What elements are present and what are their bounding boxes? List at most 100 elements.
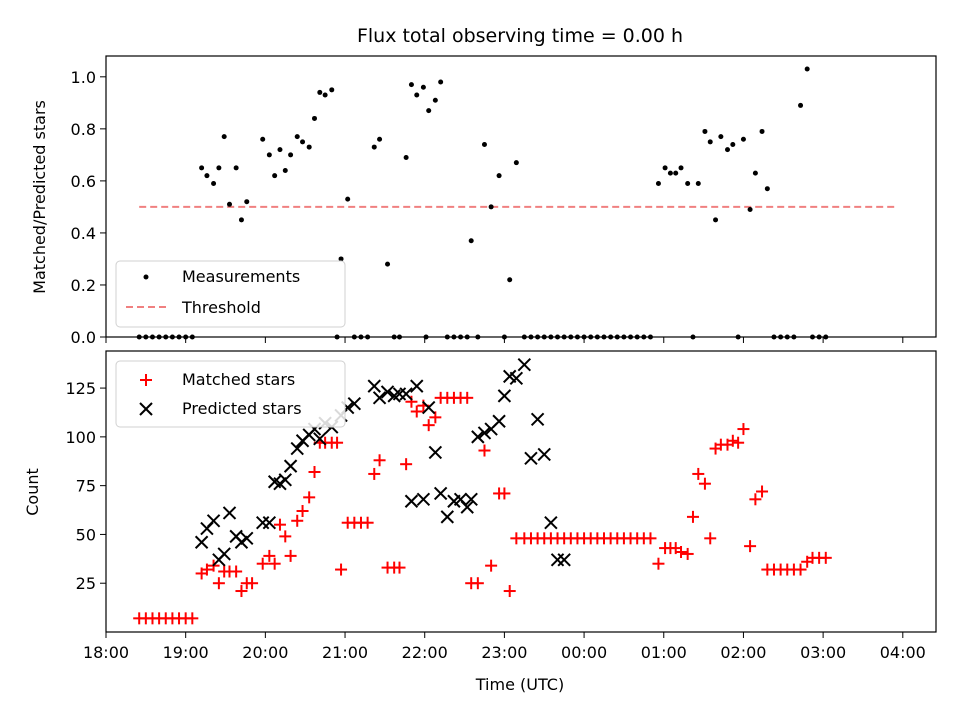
- measurement-point: [541, 334, 547, 340]
- measurement-point: [555, 334, 561, 340]
- x-tick-label: 00:00: [561, 643, 607, 662]
- predicted-star-point: [222, 506, 237, 520]
- legend-predicted-marker: [139, 402, 153, 416]
- predicted-star-point: [290, 441, 304, 456]
- matched-star-point: [335, 563, 348, 576]
- predicted-star-point: [530, 412, 545, 427]
- matched-star-point: [756, 485, 769, 498]
- matched-star-point: [471, 577, 484, 590]
- predicted-star-point: [255, 516, 270, 530]
- predicted-star-point: [206, 514, 221, 528]
- matched-star-point: [737, 423, 750, 436]
- measurement-point: [189, 334, 195, 340]
- predicted-star-point: [497, 389, 512, 403]
- matched-star-point: [230, 565, 243, 578]
- measurement-point: [458, 334, 464, 340]
- predicted-star-point: [240, 531, 254, 546]
- x-tick-label: 03:00: [800, 643, 846, 662]
- predicted-star-point: [460, 500, 474, 514]
- measurement-point: [260, 136, 266, 142]
- measurement-point: [823, 334, 829, 340]
- measurement-point: [266, 152, 272, 158]
- predicted-star-point: [194, 535, 209, 549]
- measurement-point: [740, 136, 746, 142]
- measurement-point: [678, 165, 684, 171]
- matched-star-point: [400, 458, 413, 471]
- predicted-star-point: [217, 547, 231, 561]
- measurement-point: [784, 334, 790, 340]
- measurement-point: [385, 261, 391, 267]
- predicted-star-point: [440, 510, 455, 524]
- matched-star-point: [692, 467, 705, 480]
- measurement-point: [771, 334, 777, 340]
- matched-star-point: [498, 487, 511, 500]
- bottom-y-ticks: 25 50 75 100 125: [65, 379, 106, 593]
- predicted-star-point: [367, 379, 381, 393]
- y-tick-label: 100: [65, 428, 96, 447]
- measurement-point: [521, 334, 527, 340]
- measurement-point: [588, 334, 594, 340]
- measurement-point: [718, 134, 724, 140]
- measurement-point: [238, 217, 244, 223]
- measurement-point: [468, 238, 474, 244]
- matched-star-point: [186, 612, 199, 625]
- predicted-star-point: [416, 492, 431, 507]
- measurement-point: [277, 147, 283, 153]
- matched-star-point: [732, 436, 745, 449]
- measurement-point: [501, 334, 507, 340]
- x-tick-label: 19:00: [163, 643, 209, 662]
- measurement-point: [365, 334, 371, 340]
- measurement-point: [747, 207, 753, 213]
- matched-star-point: [200, 563, 213, 576]
- x-tick-label: 01:00: [641, 643, 687, 662]
- predicted-star-point: [283, 459, 298, 473]
- measurement-point: [432, 97, 438, 103]
- measurement-point: [204, 173, 210, 179]
- measurement-point: [548, 334, 554, 340]
- measurement-point: [227, 201, 233, 207]
- top-panel: 0.0 0.2 0.4 0.6 0.8 1.0 Matched/Predicted sta…: [30, 55, 937, 347]
- measurement-point: [481, 141, 487, 147]
- bottom-x-axis-label: Time (UTC): [475, 675, 564, 694]
- predicted-star-point: [557, 553, 571, 567]
- top-y-axis-label: Matched/Predicted stars: [30, 100, 49, 294]
- y-tick-label: 0.0: [71, 328, 96, 347]
- matched-star-point: [368, 467, 381, 480]
- measurement-point: [221, 134, 227, 140]
- y-tick-label: 75: [76, 477, 96, 496]
- predicted-star-point: [372, 391, 387, 405]
- matched-star-point: [681, 547, 694, 560]
- measurement-point: [707, 139, 713, 145]
- measurement-point: [528, 334, 534, 340]
- predicted-star-point: [550, 553, 565, 567]
- predicted-stars-series: [194, 357, 571, 567]
- predicted-star-point: [537, 447, 551, 462]
- x-tick-label: 22:00: [402, 643, 448, 662]
- measurement-point: [628, 334, 634, 340]
- top-y-ticks: 0.0 0.2 0.4 0.6 0.8 1.0: [71, 68, 106, 347]
- y-tick-label: 0.6: [71, 172, 96, 191]
- matched-star-point: [405, 395, 418, 408]
- x-tick-label: 02:00: [720, 643, 766, 662]
- measurement-point: [294, 134, 300, 140]
- measurement-point: [396, 334, 402, 340]
- top-legend: Measurements Threshold: [115, 260, 346, 328]
- predicted-star-point: [313, 432, 327, 446]
- matched-star-point: [331, 436, 344, 449]
- measurement-point: [647, 334, 653, 340]
- measurement-point: [673, 170, 679, 176]
- measurement-point: [451, 334, 457, 340]
- measurement-point: [764, 186, 770, 192]
- matched-star-point: [686, 510, 699, 523]
- measurement-point: [300, 139, 306, 145]
- predicted-star-point: [464, 492, 478, 507]
- measurement-point: [568, 334, 574, 340]
- matched-star-point: [461, 391, 474, 404]
- matched-star-point: [256, 557, 269, 570]
- legend-measurements-marker: [143, 274, 149, 280]
- matched-star-point: [308, 465, 321, 478]
- legend-threshold-label: Threshold: [181, 298, 261, 317]
- matched-star-point: [744, 540, 757, 553]
- predicted-star-point: [428, 445, 443, 460]
- measurement-point: [288, 152, 294, 158]
